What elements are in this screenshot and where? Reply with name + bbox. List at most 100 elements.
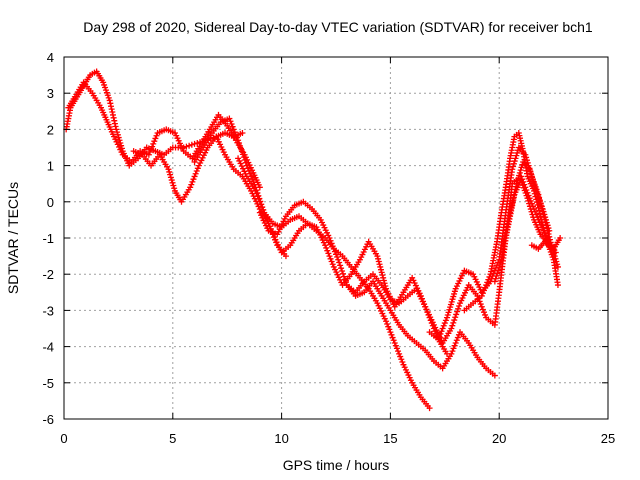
data-point: [509, 166, 516, 173]
data-point: [514, 149, 521, 156]
y-tick-label: 3: [47, 86, 54, 101]
x-tick-label: 0: [60, 431, 67, 446]
data-point: [324, 247, 331, 254]
data-point: [480, 287, 487, 294]
data-point: [399, 358, 406, 365]
data-point: [452, 339, 459, 346]
data-point: [506, 212, 513, 219]
data-point: [509, 200, 516, 207]
data-point: [239, 151, 246, 158]
y-tick-label: -4: [42, 340, 54, 355]
data-point: [238, 148, 245, 155]
data-point: [527, 168, 534, 175]
data-point: [230, 126, 237, 133]
data-point: [526, 166, 533, 173]
series-track-2: [65, 79, 263, 191]
data-point: [335, 256, 342, 263]
data-point: [380, 277, 387, 284]
x-tick-label: 10: [274, 431, 288, 446]
data-point: [259, 204, 266, 211]
data-point: [534, 202, 541, 209]
data-point: [393, 345, 400, 352]
data-point: [529, 211, 536, 218]
data-point: [377, 266, 384, 273]
data-point: [539, 206, 546, 213]
data-point: [239, 130, 246, 137]
data-point: [385, 323, 392, 330]
data-point: [503, 224, 510, 231]
data-point: [438, 328, 445, 335]
data-point: [152, 135, 159, 142]
data-point: [533, 199, 540, 206]
axis-ticks: 0 5 10 15 20 25 -6 -5 -4 -3 -2 -1 0 1 2 3 4: [42, 50, 615, 446]
data-point: [323, 244, 330, 251]
data-point: [480, 309, 487, 316]
data-point: [441, 320, 448, 327]
data-point: [503, 227, 510, 234]
data-point: [456, 302, 463, 309]
data-point: [226, 115, 233, 122]
data-point: [504, 221, 511, 228]
data-point: [505, 218, 512, 225]
data-point: [485, 276, 492, 283]
data-point: [165, 166, 172, 173]
series-track-6: [256, 198, 498, 379]
data-point: [451, 317, 458, 324]
data-point: [395, 348, 402, 355]
data-point: [491, 278, 498, 285]
data-point: [326, 235, 333, 241]
data-point: [510, 195, 517, 202]
data-point: [113, 126, 120, 133]
data-point: [450, 345, 457, 352]
data-point: [146, 149, 153, 156]
data-point: [391, 339, 398, 346]
data-point: [167, 171, 174, 178]
y-tick-label: -1: [42, 231, 54, 246]
data-point: [327, 237, 334, 244]
data-point: [190, 176, 197, 183]
data-point: [501, 235, 508, 242]
data-point: [440, 322, 447, 329]
data-point: [375, 255, 382, 262]
data-point: [383, 318, 390, 325]
data-point: [516, 172, 523, 179]
data-point: [337, 262, 344, 269]
data-point: [329, 243, 336, 250]
data-point: [517, 167, 524, 174]
data-point: [166, 168, 173, 175]
data-point: [386, 326, 393, 333]
y-tick-label: -3: [42, 303, 54, 318]
data-point: [260, 206, 267, 213]
data-point: [538, 216, 545, 223]
data-point: [149, 143, 156, 150]
data-point: [454, 308, 461, 315]
data-point: [377, 263, 384, 270]
data-point: [396, 350, 403, 357]
data-point: [171, 185, 178, 192]
data-point: [455, 305, 462, 312]
data-point: [397, 353, 404, 360]
x-axis-label: GPS time / hours: [283, 457, 390, 473]
data-point: [507, 209, 514, 216]
data-point: [529, 177, 536, 184]
data-point: [482, 311, 489, 318]
data-point: [491, 372, 498, 379]
data-point: [526, 200, 533, 207]
data-point: [531, 182, 538, 189]
x-tick-label: 15: [383, 431, 397, 446]
data-point: [338, 265, 345, 272]
data-point: [497, 259, 504, 266]
data-point: [255, 196, 262, 203]
data-point: [545, 225, 552, 232]
data-point: [389, 334, 396, 341]
data-point: [227, 118, 234, 125]
data-point: [378, 269, 385, 276]
data-point: [194, 139, 201, 146]
data-point: [538, 218, 545, 225]
data-point: [380, 274, 387, 281]
data-point: [453, 311, 460, 318]
data-point: [242, 159, 249, 166]
data-point: [530, 179, 537, 186]
data-point: [187, 184, 194, 191]
data-point: [167, 174, 174, 181]
